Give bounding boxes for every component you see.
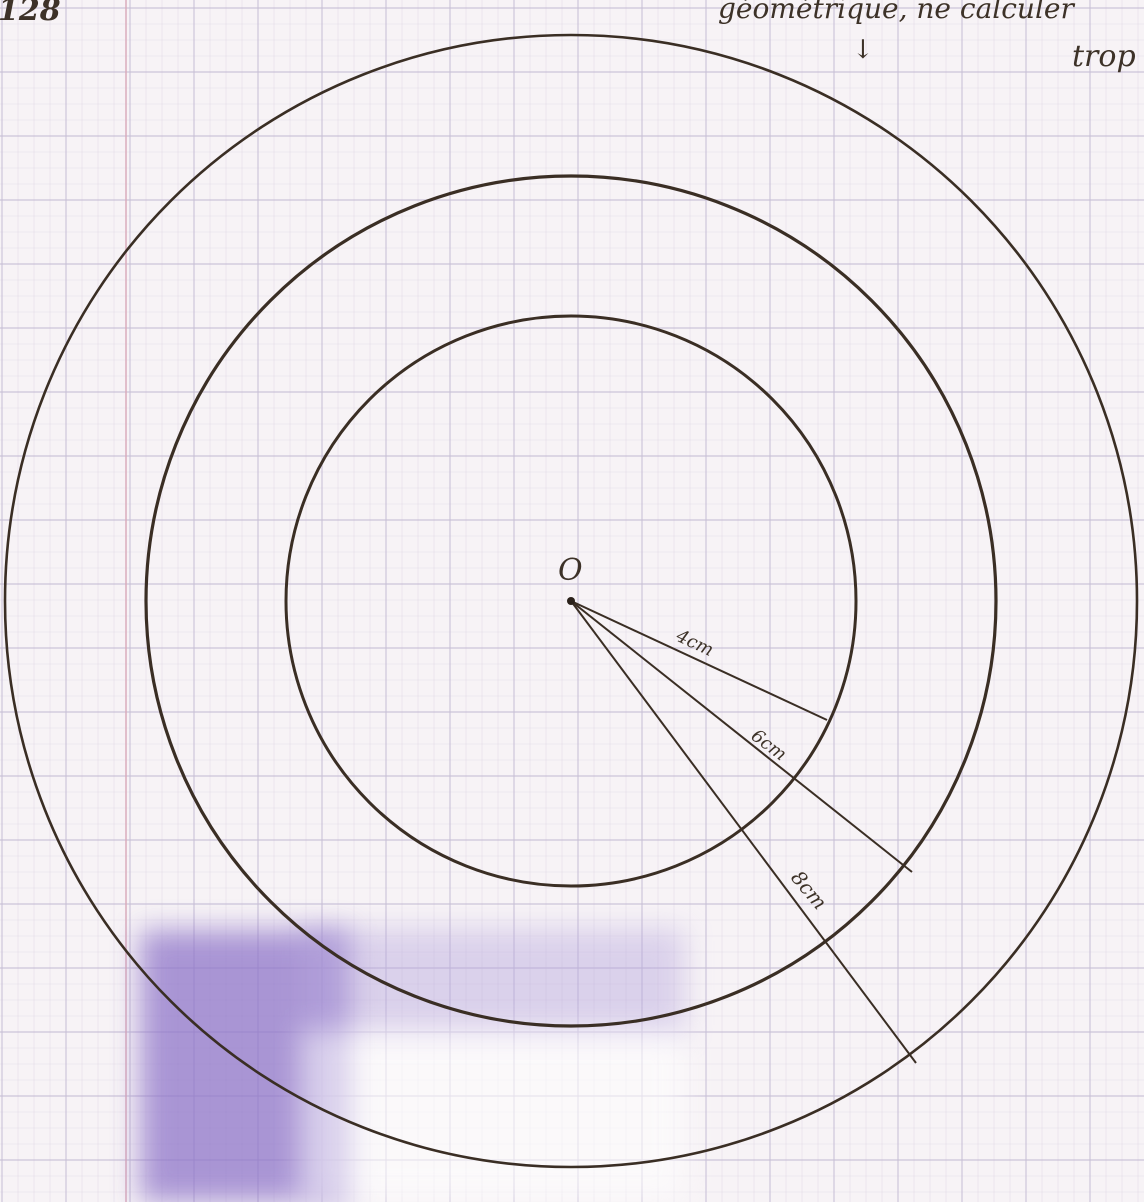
- arrow-note: ↓: [852, 35, 874, 65]
- radius-middle: [570, 600, 913, 873]
- purple-shadow: [140, 928, 685, 1202]
- middle-circle: [144, 174, 998, 1028]
- radius-outer: [570, 600, 917, 1064]
- center-point: [567, 597, 575, 605]
- outer-circle: [3, 33, 1139, 1169]
- center-label: O: [558, 553, 583, 588]
- top-note: géométrique, ne calculer: [718, 0, 1075, 25]
- side-note: trop: [1072, 39, 1136, 74]
- inner-circle: [284, 314, 858, 888]
- radius-inner: [570, 600, 828, 721]
- page-number: 128: [0, 0, 61, 28]
